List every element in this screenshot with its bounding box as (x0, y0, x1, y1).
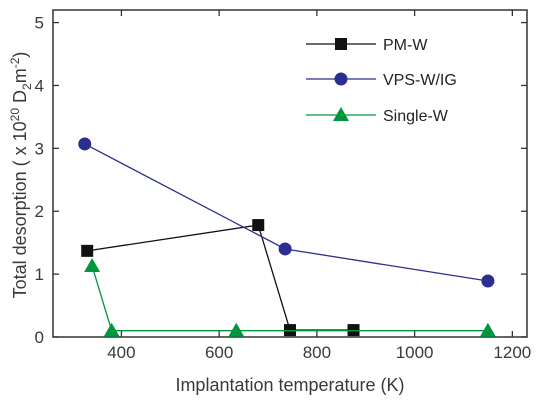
y-tick-label: 0 (35, 328, 44, 347)
data-point-pm-w (252, 219, 265, 232)
y-tick-label: 2 (35, 202, 44, 221)
data-point-vps-w-ig (481, 274, 495, 288)
legend-label: PM-W (383, 37, 428, 54)
x-axis-label: Implantation temperature (K) (175, 375, 404, 395)
legend-item-single-w: Single-W (306, 107, 449, 125)
legend-label: VPS-W/IG (383, 72, 457, 89)
x-tick-label: 400 (107, 343, 135, 362)
data-point-vps-w-ig (78, 137, 92, 151)
series-vps-w-ig (78, 137, 495, 288)
x-tick-label: 1000 (396, 343, 434, 362)
legend-label: Single-W (383, 108, 449, 125)
series-single-w (84, 257, 496, 337)
legend-marker (335, 38, 347, 50)
data-point-single-w (228, 322, 245, 337)
data-point-single-w (479, 322, 496, 337)
legend-item-vps-w-ig: VPS-W/IG (306, 72, 457, 89)
legend-item-pm-w: PM-W (306, 37, 428, 54)
x-tick-label: 800 (303, 343, 331, 362)
y-tick-label: 5 (35, 14, 44, 33)
legend-marker (334, 72, 348, 86)
data-point-single-w (84, 257, 101, 272)
y-axis-label: Total desorption ( x 1020 D2m-2) (8, 52, 34, 299)
plot-frame (52, 9, 528, 338)
data-point-single-w (103, 322, 120, 337)
series-line-pm-w (87, 224, 354, 331)
data-point-pm-w (81, 244, 94, 257)
series-pm-w (81, 219, 360, 337)
y-tick-label: 3 (35, 139, 44, 158)
series-line-single-w (91, 265, 488, 332)
y-tick-label: 4 (35, 76, 44, 95)
x-tick-label: 600 (205, 343, 233, 362)
legend-marker (333, 107, 349, 121)
y-tick-label: 1 (35, 265, 44, 284)
data-point-vps-w-ig (278, 242, 292, 256)
series-line-vps-w-ig (84, 143, 489, 282)
x-tick-label: 1200 (493, 343, 531, 362)
